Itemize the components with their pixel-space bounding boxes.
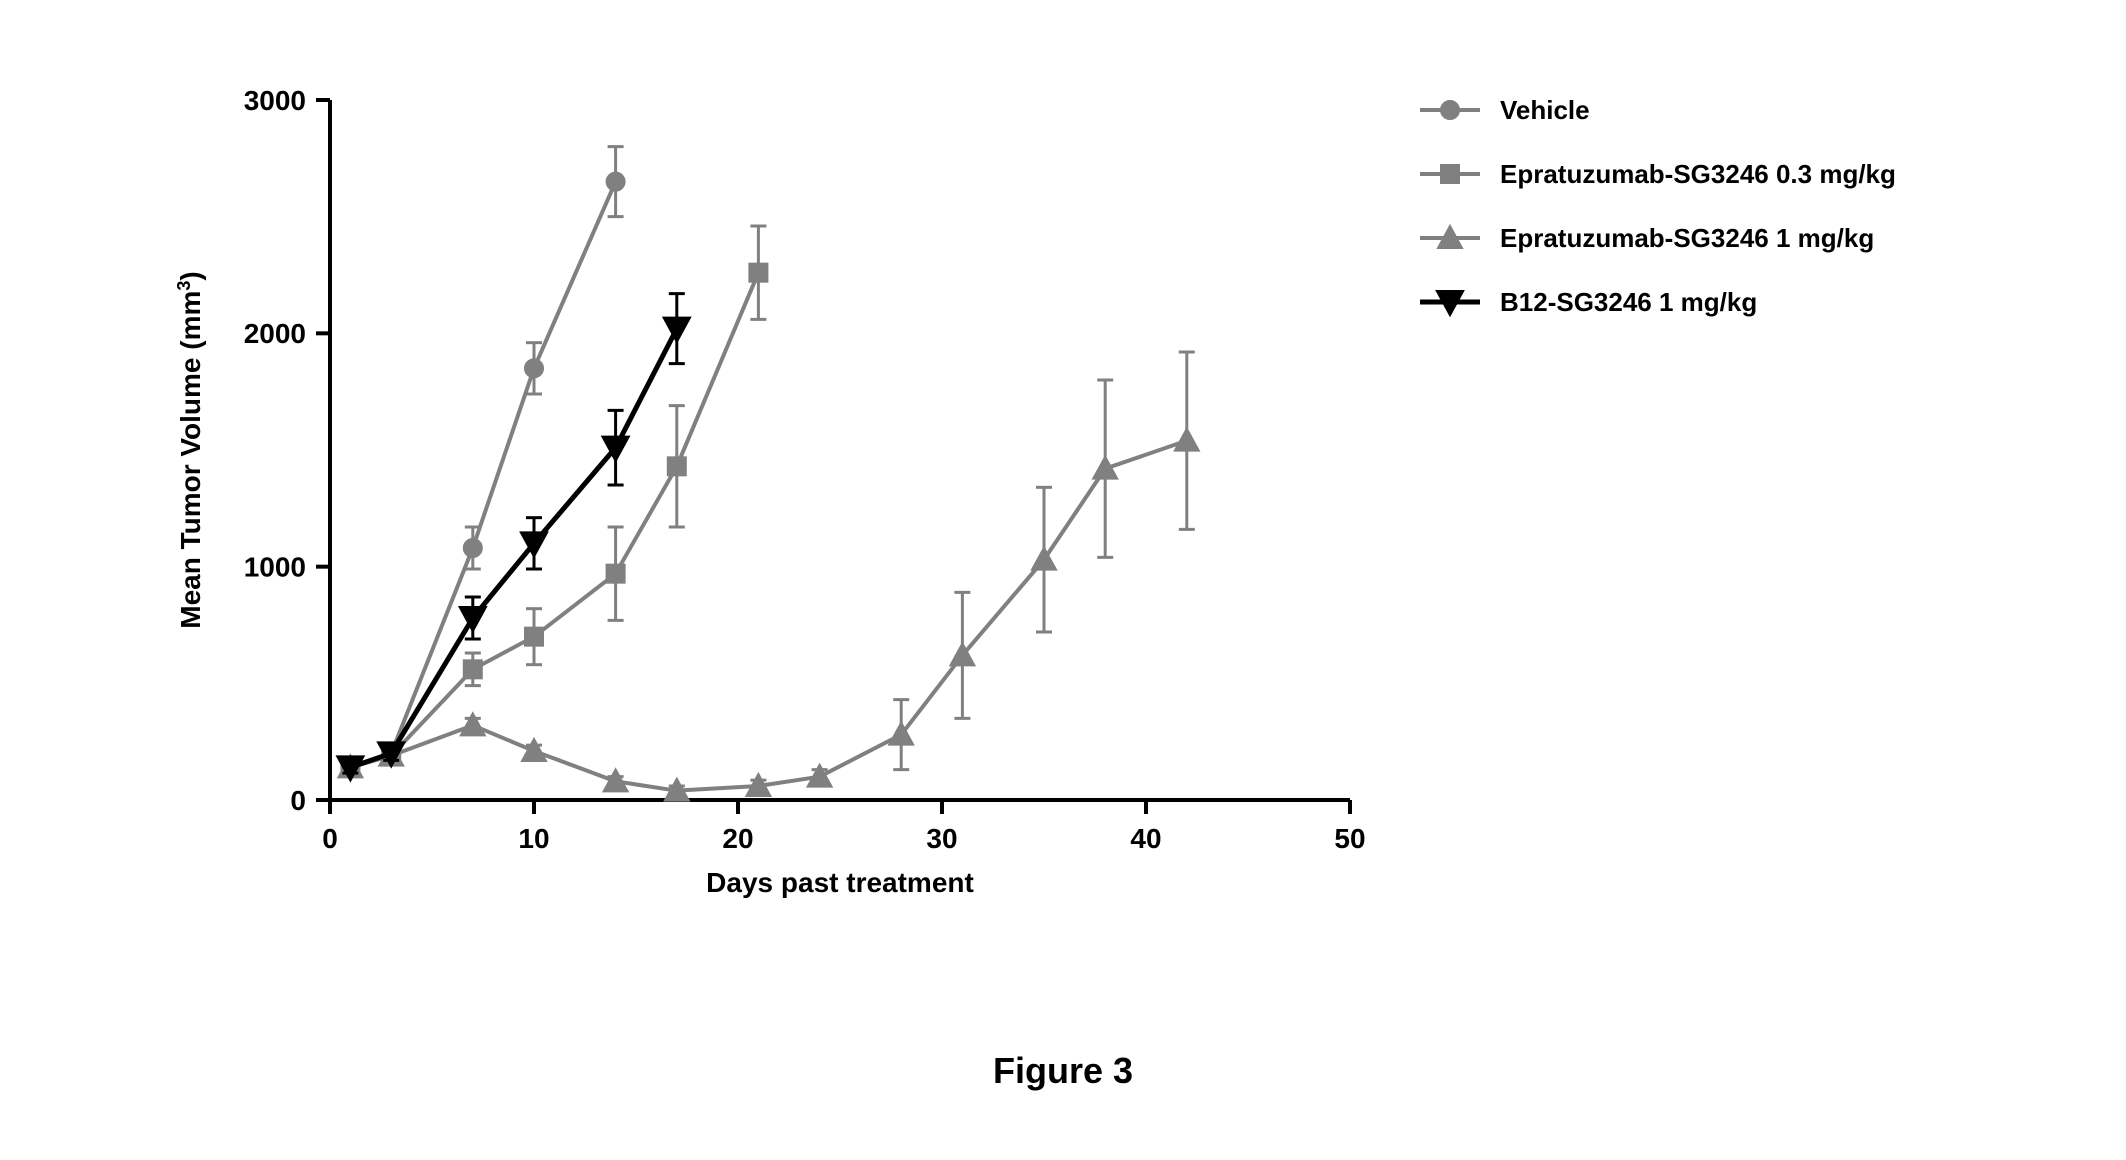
series-line [350, 182, 615, 768]
series-marker [749, 264, 767, 282]
x-tick-label: 50 [1334, 823, 1365, 854]
x-tick-label: 0 [322, 823, 338, 854]
series-marker [461, 713, 485, 735]
series-marker [668, 457, 686, 475]
legend-item: B12-SG3246 1 mg/kg [1420, 287, 1757, 317]
legend-label: B12-SG3246 1 mg/kg [1500, 287, 1757, 317]
legend-item: Vehicle [1420, 95, 1590, 125]
series-marker [1032, 548, 1056, 570]
series-marker [525, 628, 543, 646]
series-marker [522, 739, 546, 761]
series-marker [607, 565, 625, 583]
tumor-volume-chart: 0 10 20 30 40 50 0 1000 2000 3000 Days past treatm… [0, 0, 2126, 1000]
y-tick-label: 3000 [244, 85, 306, 116]
series-marker [464, 660, 482, 678]
series-epra_1 [338, 352, 1198, 801]
figure-caption: Figure 3 [0, 1050, 2126, 1092]
x-tick-label: 20 [722, 823, 753, 854]
x-tick-label: 40 [1130, 823, 1161, 854]
y-tick-label: 2000 [244, 318, 306, 349]
series-marker [1175, 429, 1199, 451]
series-marker [607, 173, 625, 191]
series-marker [464, 539, 482, 557]
y-tick-label: 1000 [244, 551, 306, 582]
series-marker [525, 359, 543, 377]
y-axis-label: Mean Tumor Volume (mm3) [174, 271, 206, 628]
series-marker [460, 607, 486, 631]
legend-item: Epratuzumab-SG3246 1 mg/kg [1420, 223, 1874, 253]
series-marker [664, 318, 690, 342]
legend: Vehicle Epratuzumab-SG3246 0.3 mg/kg Eprat… [1420, 95, 1896, 317]
legend-item: Epratuzumab-SG3246 0.3 mg/kg [1420, 159, 1896, 189]
y-tick-label: 0 [290, 785, 306, 816]
series-marker [808, 765, 832, 787]
legend-label: Vehicle [1500, 95, 1590, 125]
x-tick-label: 10 [518, 823, 549, 854]
legend-label: Epratuzumab-SG3246 1 mg/kg [1500, 223, 1874, 253]
series-vehicle [341, 147, 624, 777]
legend-swatch-marker [1441, 165, 1459, 183]
series-line [350, 329, 676, 768]
svg-text:Mean Tumor Volume (mm3): Mean Tumor Volume (mm3) [174, 271, 206, 628]
x-axis-label: Days past treatment [706, 867, 974, 898]
legend-label: Epratuzumab-SG3246 0.3 mg/kg [1500, 159, 1896, 189]
legend-swatch-marker [1441, 101, 1459, 119]
series-epra_03 [341, 226, 767, 776]
figure-stage: 0 10 20 30 40 50 0 1000 2000 3000 Days past treatm… [0, 0, 2126, 1160]
x-tick-label: 30 [926, 823, 957, 854]
